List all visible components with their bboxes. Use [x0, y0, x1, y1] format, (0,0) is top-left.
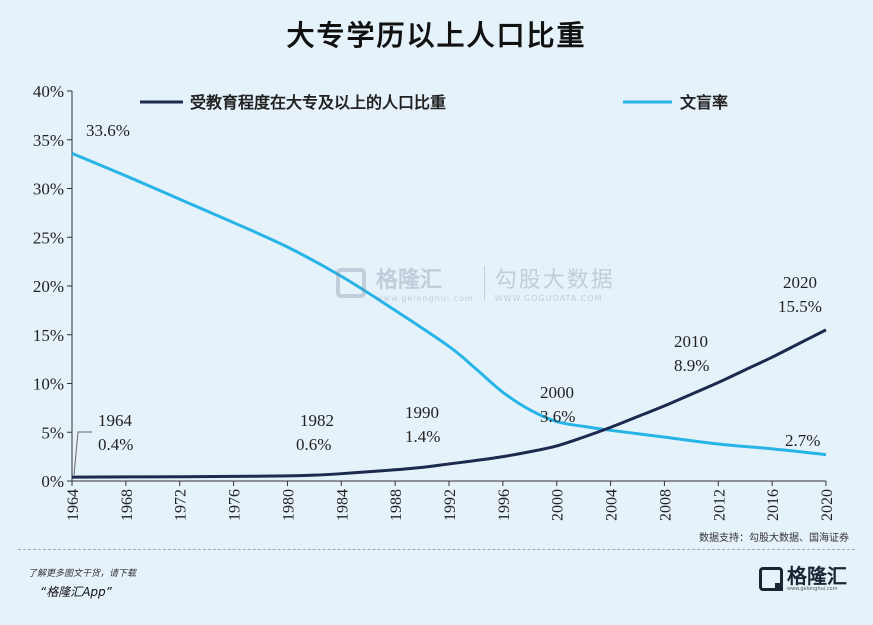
x-tick-label: 2008: [657, 489, 674, 521]
watermark-logo-icon: [336, 267, 366, 298]
footer-logo-text: 格隆汇: [787, 564, 847, 588]
promo-line-2: “格隆汇App”: [40, 585, 112, 599]
annotation-value-2020-illiteracy: 2.7%: [785, 431, 820, 450]
annotation-value-1964-illiteracy: 33.6%: [86, 121, 130, 140]
annotation-value-1964: 0.4%: [98, 435, 133, 454]
x-tick-label: 1976: [227, 489, 244, 521]
y-tick-label: 15%: [33, 326, 64, 345]
legend-label-illiteracy: 文盲率: [680, 93, 728, 112]
x-tick-label: 1984: [334, 489, 351, 521]
x-tick-label: 1964: [65, 489, 82, 521]
annotation-year-1982: 1982: [300, 411, 334, 430]
x-tick-label: 1968: [119, 489, 136, 521]
brand-logo-icon: [759, 567, 783, 591]
legend-label-higher-edu: 受教育程度在大专及以上的人口比重: [190, 93, 446, 112]
y-tick-label: 35%: [33, 131, 64, 150]
x-tick-label: 1988: [388, 489, 405, 521]
watermark: 格隆汇 www.gelonghui.com 勾股大数据 WWW.GOGUDATA…: [336, 262, 615, 303]
x-tick-label: 2004: [604, 489, 621, 521]
watermark-partner-url: WWW.GOGUDATA.COM: [494, 294, 603, 303]
x-tick-label: 2000: [550, 489, 567, 521]
annotation-value-1982: 0.6%: [296, 435, 331, 454]
footer-logo[interactable]: 格隆汇 www.gelonghui.com: [759, 566, 847, 592]
x-tick-label: 2012: [711, 489, 728, 521]
watermark-divider: [483, 265, 485, 300]
annotation-value-1990: 1.4%: [405, 427, 440, 446]
annotation-year-1964: 1964: [98, 411, 133, 430]
x-tick-label: 1972: [173, 489, 190, 521]
y-tick-label: 25%: [33, 228, 64, 247]
watermark-partner: 勾股大数据: [494, 268, 615, 293]
annotation-value-2010: 8.9%: [674, 356, 709, 375]
x-tick-label: 2016: [765, 489, 782, 521]
x-tick-label: 1996: [496, 489, 513, 521]
chart-title: 大专学历以上人口比重: [286, 19, 587, 52]
y-tick-label: 30%: [33, 180, 64, 199]
watermark-brand-url: www.gelonghui.com: [376, 294, 474, 303]
y-tick-label: 5%: [41, 423, 64, 442]
y-tick-label: 10%: [33, 375, 64, 394]
y-tick-label: 20%: [33, 277, 64, 296]
series-line-illiteracy: [71, 152, 827, 457]
watermark-brand: 格隆汇: [376, 268, 443, 293]
line-chart: 0% 5% 10% 15% 20% 25% 30% 35% 40% 1964 1968 1972 197…: [33, 82, 836, 521]
promo-line-1: 了解更多图文干货，请下载: [28, 569, 137, 579]
x-tick-label: 1992: [442, 489, 459, 521]
y-tick-label: 40%: [33, 82, 64, 101]
annotation-year-2020: 2020: [783, 273, 817, 292]
annotation-year-2000: 2000: [540, 383, 574, 402]
source-note: 数据支持：勾股大数据、国海证券: [699, 533, 849, 544]
annotation-value-2000: 3.6%: [540, 407, 575, 426]
y-tick-label: 0%: [41, 472, 64, 491]
footer-logo-url: www.gelonghui.com: [787, 586, 838, 592]
annotation-year-1990: 1990: [405, 403, 439, 422]
annotation-leader-1964: [73, 431, 92, 476]
x-tick-label: 1980: [280, 489, 297, 521]
annotation-value-2020: 15.5%: [778, 297, 822, 316]
series-line-higher-edu: [71, 328, 827, 479]
annotation-year-2010: 2010: [674, 332, 708, 351]
footer-divider: [18, 549, 855, 550]
x-tick-label: 2020: [819, 489, 836, 521]
